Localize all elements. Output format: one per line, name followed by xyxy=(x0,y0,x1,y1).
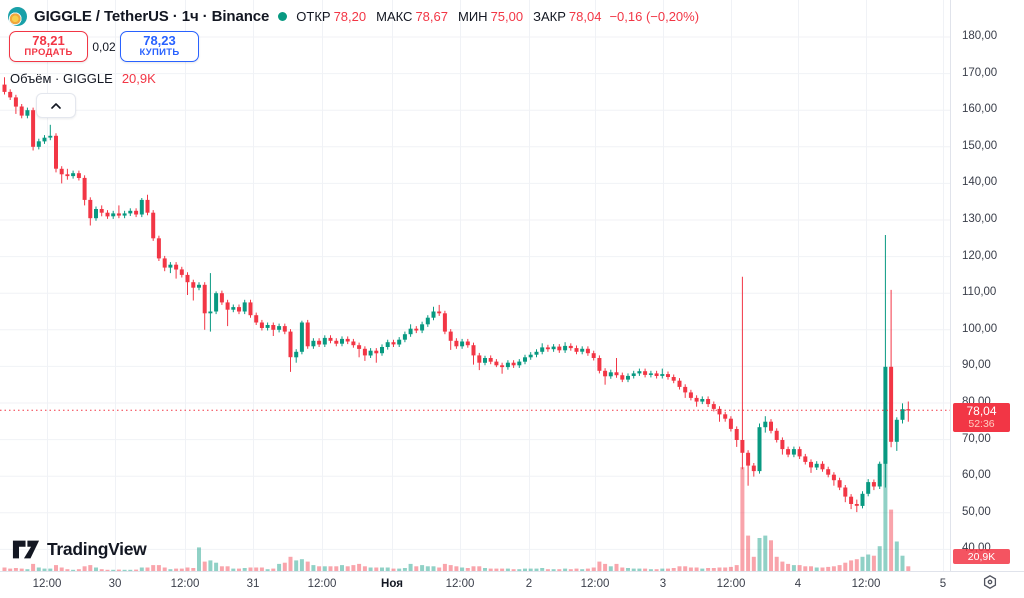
price-tick-label: 70,00 xyxy=(962,432,991,445)
buy-button[interactable]: 78,23 КУПИТЬ xyxy=(120,31,199,62)
price-tick-label: 90,00 xyxy=(962,359,991,372)
chevron-up-icon xyxy=(51,102,61,109)
giggle-coin-icon xyxy=(8,7,27,26)
time-tick-label: 5 xyxy=(939,578,947,590)
last-price-label: 78,04 52:36 xyxy=(953,403,1010,432)
price-tick-label: 170,00 xyxy=(962,66,998,79)
time-tick-label: 12:00 xyxy=(580,578,610,590)
time-tick-label: 2 xyxy=(525,578,533,590)
price-tick-label: 150,00 xyxy=(962,139,998,152)
volume-series xyxy=(2,429,911,571)
price-tick-label: 130,00 xyxy=(962,213,998,225)
time-tick-label: 12:00 xyxy=(307,578,337,590)
last-price-value: 78,04 xyxy=(966,403,997,418)
price-axis[interactable]: 180,00 170,00 160,00 150,00 140,00 130,00 120,… xyxy=(950,0,1024,571)
time-tick-label: 3 xyxy=(659,578,667,590)
volume-indicator-label: Объём · GIGGLE xyxy=(10,71,113,86)
time-tick-label: 31 xyxy=(246,578,260,590)
time-tick-label: 12:00 xyxy=(851,578,881,590)
grid-lines xyxy=(0,0,950,571)
sell-button[interactable]: 78,21 ПРОДАТЬ xyxy=(9,31,88,62)
price-tick-label: 100,00 xyxy=(962,322,998,335)
volume-axis-value: 20,9K xyxy=(967,550,996,563)
price-tick-label: 140,00 xyxy=(962,176,998,189)
tradingview-logo-icon xyxy=(12,540,40,559)
axis-settings-gear-icon[interactable] xyxy=(982,574,998,590)
volume-indicator-row[interactable]: Объём · GIGGLE 20,9K xyxy=(10,71,156,86)
volume-axis-label: 20,9K xyxy=(953,549,1010,564)
time-axis[interactable]: 12:00 30 12:00 31 12:00 Ноя 12:00 2 12:00 3 12:00 4… xyxy=(0,571,1024,598)
volume-indicator-value: 20,9K xyxy=(121,71,156,86)
time-tick-label: 12:00 xyxy=(716,578,746,590)
spread-value: 0,02 xyxy=(92,39,116,54)
price-tick-label: 50,00 xyxy=(962,505,991,518)
buy-price: 78,23 xyxy=(143,33,176,49)
stat-low: МИН 75,00 xyxy=(458,9,524,24)
symbol-header: GIGGLE / TetherUS · 1ч · Binance ОТКР 78… xyxy=(8,7,699,26)
collapse-panel-button[interactable] xyxy=(36,93,76,118)
time-tick-label: 12:00 xyxy=(170,578,200,590)
sell-label: ПРОДАТЬ xyxy=(24,47,73,59)
tradingview-logo[interactable]: TradingView xyxy=(12,537,147,562)
market-open-status-icon[interactable] xyxy=(278,12,288,21)
time-tick-label: Ноя xyxy=(381,578,403,590)
buy-label: КУПИТЬ xyxy=(139,47,180,59)
price-tick-label: 180,00 xyxy=(962,30,998,42)
price-change: −0,16 (−0,20%) xyxy=(609,9,700,24)
sell-price: 78,21 xyxy=(32,33,65,49)
time-tick-label: 12:00 xyxy=(445,578,475,590)
tradingview-logo-text: TradingView xyxy=(47,539,147,559)
price-tick-label: 110,00 xyxy=(962,286,997,299)
symbol-title[interactable]: GIGGLE / TetherUS · 1ч · Binance xyxy=(34,8,270,25)
time-tick-label: 4 xyxy=(794,578,802,590)
stat-open: ОТКР 78,20 xyxy=(296,9,367,24)
bar-countdown: 52:36 xyxy=(968,418,995,431)
time-tick-label: 30 xyxy=(108,578,122,590)
price-tick-label: 160,00 xyxy=(962,103,998,116)
price-tick-label: 120,00 xyxy=(962,249,998,262)
ohlc-stats: ОТКР 78,20 МАКС 78,67 МИН 75,00 ЗАКР 78,… xyxy=(296,9,699,24)
stat-close: ЗАКР 78,04 xyxy=(533,9,602,24)
candle-series xyxy=(2,77,911,513)
time-tick-label: 12:00 xyxy=(32,578,62,590)
trade-panel: 78,21 ПРОДАТЬ 0,02 78,23 КУПИТЬ xyxy=(9,31,199,62)
stat-high: МАКС 78,67 xyxy=(376,9,448,24)
price-tick-label: 60,00 xyxy=(962,469,991,482)
